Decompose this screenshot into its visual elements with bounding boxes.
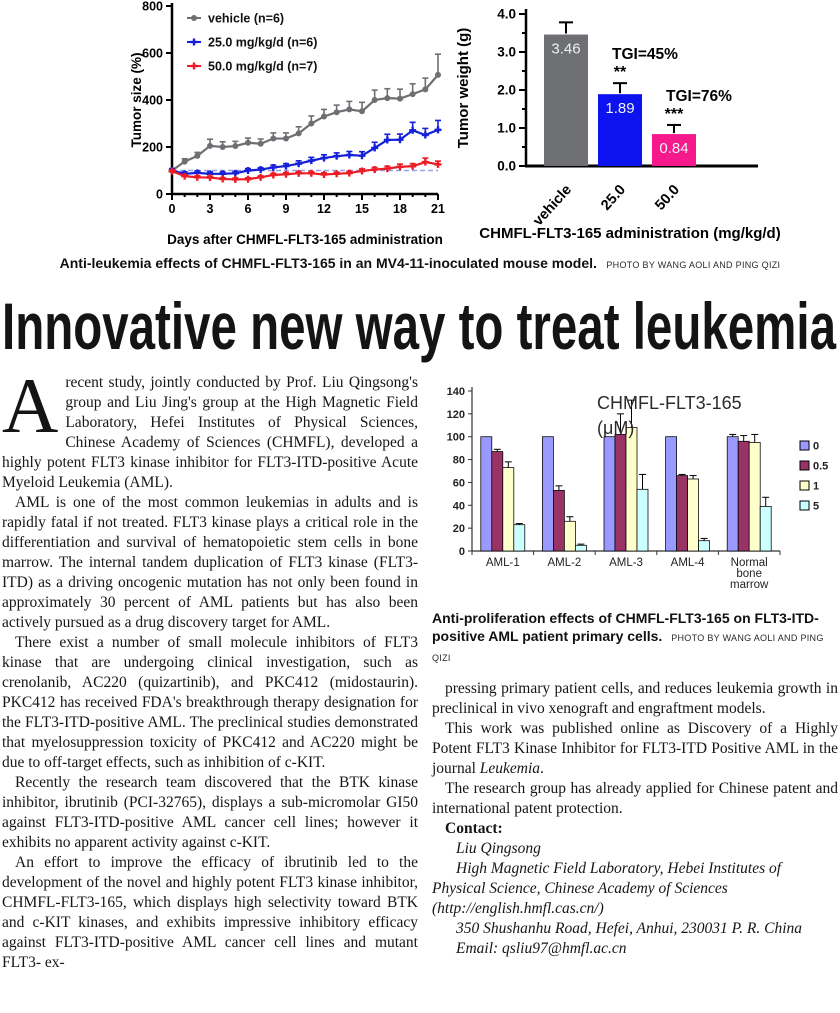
svg-text:0: 0 bbox=[156, 188, 163, 202]
article-paragraph-4: Recently the research team discovered th… bbox=[2, 774, 418, 851]
svg-text:(μM): (μM) bbox=[597, 418, 634, 438]
contact-email: Email: qsliu97@hmfl.ac.cn bbox=[456, 940, 627, 957]
svg-text:2.0: 2.0 bbox=[497, 83, 516, 98]
svg-text:40: 40 bbox=[453, 500, 465, 512]
svg-text:600: 600 bbox=[142, 47, 163, 61]
svg-text:0: 0 bbox=[459, 546, 465, 558]
svg-text:25.0 mg/kg/d (n=6): 25.0 mg/kg/d (n=6) bbox=[208, 36, 317, 50]
svg-text:3: 3 bbox=[207, 202, 214, 216]
article-paragraph-3: There exist a number of small molecule i… bbox=[2, 634, 418, 771]
contact-block: Liu Qingsong High Magnetic Field Laborat… bbox=[432, 839, 838, 959]
svg-text:0: 0 bbox=[813, 441, 819, 453]
figure2-photo-credit: PHOTO BY WANG AOLI AND PING QIZI bbox=[432, 633, 824, 663]
svg-text:TGI=76%: TGI=76% bbox=[666, 88, 732, 105]
svg-text:18: 18 bbox=[393, 202, 407, 216]
svg-text:Tumor weight (g): Tumor weight (g) bbox=[455, 28, 472, 149]
svg-text:80: 80 bbox=[453, 455, 465, 467]
svg-text:60: 60 bbox=[453, 477, 465, 489]
svg-text:AML-4: AML-4 bbox=[671, 557, 705, 569]
paragraph-1-text: recent study, jointly conducted by Prof.… bbox=[2, 374, 418, 491]
svg-text:3.0: 3.0 bbox=[497, 45, 516, 60]
svg-text:5: 5 bbox=[813, 501, 819, 513]
svg-text:1.0: 1.0 bbox=[497, 121, 516, 136]
article-column-right: 0 20 40 60 80 100 120 140 AML-1 AML-2 AML-3 AML-4 No… bbox=[432, 373, 838, 973]
svg-text:21: 21 bbox=[431, 202, 445, 216]
svg-text:1: 1 bbox=[813, 481, 819, 493]
headline-text: Innovative new way to treat leukemia bbox=[2, 289, 837, 363]
svg-text:200: 200 bbox=[142, 141, 163, 155]
figure1-caption-text: Anti-leukemia effects of CHMFL-FLT3-165 … bbox=[59, 255, 597, 271]
svg-text:Days after CHMFL-FLT3-165 admi: Days after CHMFL-FLT3-165 administration bbox=[167, 232, 443, 247]
top-figures: 0 200 400 600 800 0 3 6 9 12 15 18 21 vehicle (n=6) 25… bbox=[0, 0, 840, 252]
svg-text:0.5: 0.5 bbox=[813, 461, 828, 473]
svg-text:marrow: marrow bbox=[730, 579, 769, 591]
svg-text:AML-1: AML-1 bbox=[486, 557, 520, 569]
svg-text:6: 6 bbox=[245, 202, 252, 216]
contact-name: Liu Qingsong bbox=[456, 840, 541, 857]
article-paragraph-7: This work was published online as Discov… bbox=[432, 719, 838, 779]
svg-text:12: 12 bbox=[317, 202, 331, 216]
svg-text:vehicle (n=6): vehicle (n=6) bbox=[208, 12, 284, 26]
tumor-weight-bar-chart: 0.0 1.0 2.0 3.0 4.0 3.46 vehicle 1.89 **TGI=45% 2… bbox=[455, 7, 781, 243]
svg-text:CHMFL-FLT3-165 administration: CHMFL-FLT3-165 administration (mg/kg/d) bbox=[479, 225, 780, 242]
svg-text:3.46: 3.46 bbox=[551, 41, 580, 58]
svg-text:bone: bone bbox=[736, 568, 762, 580]
journal-name: Leukemia bbox=[479, 760, 541, 777]
figure2-caption-text: Anti-proliferation effects of CHMFL-FLT3… bbox=[432, 610, 819, 644]
headline: Innovative new way to treat leukemia bbox=[0, 289, 840, 365]
drop-cap: A bbox=[2, 362, 59, 449]
svg-text:AML-2: AML-2 bbox=[547, 557, 581, 569]
contact-affiliation: High Magnetic Field Laboratory, Hebei In… bbox=[432, 860, 782, 917]
svg-text:25.0: 25.0 bbox=[598, 182, 629, 214]
svg-text:400: 400 bbox=[142, 94, 163, 108]
contact-address: 350 Shushanhu Road, Hefei, Anhui, 230031… bbox=[456, 920, 803, 937]
svg-text:140: 140 bbox=[447, 386, 465, 398]
svg-text:120: 120 bbox=[447, 409, 465, 421]
svg-text:Normal: Normal bbox=[731, 557, 768, 569]
article-paragraph-6: pressing primary patient cells, and redu… bbox=[432, 680, 838, 717]
svg-text:***: *** bbox=[665, 106, 684, 123]
svg-text:15: 15 bbox=[355, 202, 369, 216]
svg-text:20: 20 bbox=[453, 523, 465, 535]
svg-text:AML-3: AML-3 bbox=[609, 557, 643, 569]
article-paragraph-8: The research group has already applied f… bbox=[432, 780, 838, 817]
svg-text:CHMFL-FLT3-165: CHMFL-FLT3-165 bbox=[597, 393, 742, 413]
svg-text:4.0: 4.0 bbox=[497, 7, 516, 22]
svg-text:50.0 mg/kg/d (n=7): 50.0 mg/kg/d (n=7) bbox=[208, 60, 317, 74]
svg-text:0.84: 0.84 bbox=[659, 140, 688, 157]
svg-text:1.89: 1.89 bbox=[605, 100, 634, 117]
anti-proliferation-chart: 0 20 40 60 80 100 120 140 AML-1 AML-2 AML-3 AML-4 No… bbox=[447, 386, 829, 591]
svg-text:800: 800 bbox=[142, 0, 163, 14]
paragraph-7-end: . bbox=[540, 760, 544, 777]
svg-text:TGI=45%: TGI=45% bbox=[612, 46, 678, 63]
svg-text:0: 0 bbox=[169, 202, 176, 216]
tumor-size-line-chart: 0 200 400 600 800 0 3 6 9 12 15 18 21 vehicle (n=6) 25… bbox=[129, 0, 445, 247]
svg-text:Tumor size (%): Tumor size (%) bbox=[129, 52, 144, 147]
svg-text:0.0: 0.0 bbox=[497, 159, 516, 174]
paragraph-7-text: This work was published online as Discov… bbox=[432, 720, 838, 777]
figure1-caption: Anti-leukemia effects of CHMFL-FLT3-165 … bbox=[0, 255, 840, 273]
svg-text:9: 9 bbox=[283, 202, 290, 216]
svg-text:50.0: 50.0 bbox=[652, 182, 683, 214]
figure1-photo-credit: PHOTO BY WANG AOLI AND PING QIZI bbox=[606, 260, 781, 270]
svg-text:**: ** bbox=[614, 64, 627, 81]
figure2-caption: Anti-proliferation effects of CHMFL-FLT3… bbox=[432, 609, 838, 667]
contact-heading: Contact: bbox=[445, 820, 503, 837]
svg-text:vehicle: vehicle bbox=[530, 182, 575, 229]
article-paragraph-2: AML is one of the most common leukemias … bbox=[2, 494, 418, 631]
article-paragraph-5: An effort to improve the efficacy of ibr… bbox=[2, 854, 418, 971]
svg-text:100: 100 bbox=[447, 432, 465, 444]
